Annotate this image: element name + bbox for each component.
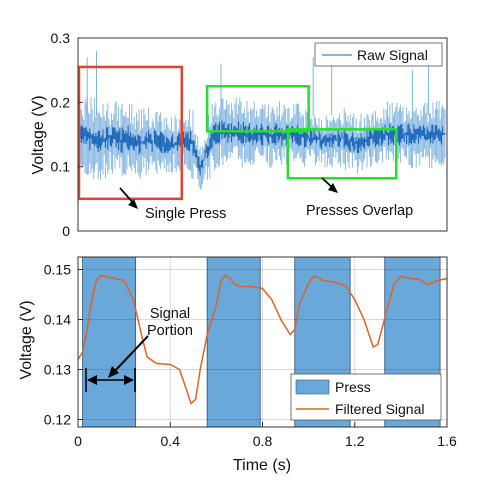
presses-overlap-box-2 [286, 128, 398, 180]
top-legend-box [314, 42, 443, 67]
top-chart: Single Press Presses Overlap 0 0.1 0.2 0.3 V… [30, 30, 448, 239]
raw-signal-spikes [86, 50, 430, 116]
bottom-y-tick-label: 0.13 [44, 362, 71, 378]
top-y-tick-label: 0.2 [51, 94, 71, 110]
span-arrowhead-left [87, 375, 97, 385]
bottom-legend: Press Filtered Signal [290, 373, 442, 421]
presses-overlap-arrowhead [328, 183, 338, 193]
top-annotations: Single Press Presses Overlap [77, 65, 413, 222]
x-tick-label: 1.6 [437, 433, 457, 449]
press-region-2 [206, 256, 261, 428]
x-tick-label: 1.2 [345, 433, 365, 449]
filtered-signal-line [77, 274, 448, 405]
signal-portion-arrow [111, 335, 149, 375]
x-tick-label: 0 [74, 433, 82, 449]
bottom-x-ticks: 0 0.4 0.8 1.2 1.6 [74, 422, 457, 449]
x-axis-label: Time (s) [233, 457, 291, 474]
x-tick-label: 0.8 [253, 433, 273, 449]
span-arrowhead-right [124, 375, 134, 385]
top-y-axis-label: Voltage (V) [30, 95, 47, 174]
bottom-y-tick-label: 0.12 [44, 412, 71, 428]
x-tick-label: 0.4 [161, 433, 181, 449]
top-y-tick-label: 0 [62, 223, 70, 239]
presses-overlap-label: Presses Overlap [306, 203, 413, 219]
press-region-1 [82, 256, 137, 428]
single-press-arrowhead [128, 199, 138, 209]
legend-swatch-press [295, 379, 330, 395]
signal-portion-text-line2: Portion [147, 323, 193, 339]
top-legend: Raw Signal [314, 42, 443, 67]
bottom-chart: 0.12 0.13 0.14 0.15 0 0.4 0.8 1.2 1.6 Voltage (… [18, 256, 457, 474]
top-y-tick-label: 0.1 [51, 159, 71, 175]
top-y-tick-label: 0.3 [51, 30, 71, 46]
bottom-grid [77, 257, 448, 427]
bottom-y-tick-label: 0.14 [44, 312, 71, 328]
bottom-y-ticks: 0.12 0.13 0.14 0.15 [44, 262, 83, 428]
presses-overlap-box-1 [205, 85, 310, 133]
legend-label-raw-signal: Raw Signal [357, 47, 428, 63]
signal-portion-arrowhead [108, 366, 119, 378]
single-press-label: Single Press [145, 206, 226, 222]
legend-label-filtered: Filtered Signal [335, 401, 425, 417]
signal-portion-text-line1: Signal [150, 306, 190, 322]
legend-label-press: Press [335, 379, 371, 395]
signal-portion-annotation: Signal Portion [85, 306, 193, 392]
bottom-y-axis-label: Voltage (V) [18, 300, 35, 379]
top-y-ticks: 0 0.1 0.2 0.3 [51, 30, 83, 239]
bottom-y-tick-label: 0.15 [44, 262, 71, 278]
top-plot-frame [77, 37, 448, 232]
